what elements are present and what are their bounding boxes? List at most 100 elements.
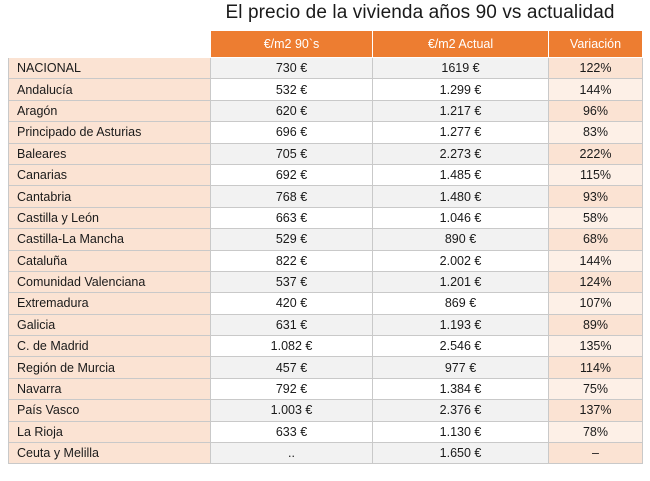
- price-90s-cell: 631 €: [210, 313, 373, 337]
- table-row: Extremadura 420 €869 €107%: [8, 292, 643, 315]
- region-cell: La Rioja: [8, 420, 211, 444]
- price-90s-cell: ..: [210, 442, 373, 465]
- price-90s-cell: 620 €: [210, 99, 373, 123]
- header-price-90s: €/m2 90`s: [210, 30, 373, 58]
- price-90s-cell: 792 €: [210, 377, 373, 401]
- price-now-cell: 1.480 €: [372, 185, 549, 208]
- variation-cell: 83%: [548, 121, 643, 144]
- region-cell: Ceuta y Melilla: [8, 442, 211, 465]
- variation-cell: 144%: [548, 78, 643, 101]
- table-row: Cataluña 822 €2.002 €144%: [8, 249, 643, 272]
- price-now-cell: 1.046 €: [372, 206, 549, 230]
- header-price-now: €/m2 Actual: [372, 30, 549, 58]
- price-now-cell: 1.201 €: [372, 270, 549, 294]
- price-90s-cell: 822 €: [210, 249, 373, 272]
- price-now-cell: 1.217 €: [372, 99, 549, 123]
- region-cell: Canarias: [8, 163, 211, 187]
- price-90s-cell: 705 €: [210, 142, 373, 165]
- variation-cell: 124%: [548, 270, 643, 294]
- price-now-cell: 1.384 €: [372, 377, 549, 401]
- price-90s-cell: 663 €: [210, 206, 373, 230]
- variation-cell: 75%: [548, 377, 643, 401]
- price-90s-cell: 768 €: [210, 185, 373, 208]
- region-cell: Extremadura: [8, 292, 211, 315]
- header-blank-cell: [8, 30, 211, 58]
- price-now-cell: 1.277 €: [372, 121, 549, 144]
- price-now-cell: 2.376 €: [372, 399, 549, 422]
- variation-cell: 78%: [548, 420, 643, 444]
- region-cell: Cataluña: [8, 249, 211, 272]
- variation-cell: 96%: [548, 99, 643, 123]
- region-cell: Principado de Asturias: [8, 121, 211, 144]
- price-now-cell: 1.485 €: [372, 163, 549, 187]
- price-90s-cell: 692 €: [210, 163, 373, 187]
- region-cell: C. de Madrid: [8, 335, 211, 358]
- variation-cell: 135%: [548, 335, 643, 358]
- table-title: El precio de la vivienda años 90 vs actu…: [225, 2, 615, 23]
- price-now-cell: 2.002 €: [372, 249, 549, 272]
- table-row: Cantabria 768 €1.480 €93%: [8, 185, 643, 208]
- header-row: €/m2 90`s €/m2 Actual Variación: [8, 30, 643, 58]
- price-table: €/m2 90`s €/m2 Actual Variación NACIONAL…: [8, 30, 643, 465]
- region-cell: Galicia: [8, 313, 211, 337]
- price-now-cell: 890 €: [372, 228, 549, 251]
- price-now-cell: 1.193 €: [372, 313, 549, 337]
- region-cell: Baleares: [8, 142, 211, 165]
- price-90s-cell: 696 €: [210, 121, 373, 144]
- variation-cell: 222%: [548, 142, 643, 165]
- price-now-cell: 2.273 €: [372, 142, 549, 165]
- variation-cell: 89%: [548, 313, 643, 337]
- table-row: La Rioja 633 €1.130 €78%: [8, 420, 643, 444]
- price-90s-cell: 420 €: [210, 292, 373, 315]
- variation-cell: 58%: [548, 206, 643, 230]
- region-cell: Navarra: [8, 377, 211, 401]
- price-90s-cell: 1.003 €: [210, 399, 373, 422]
- price-90s-cell: 457 €: [210, 356, 373, 379]
- price-now-cell: 977 €: [372, 356, 549, 379]
- region-cell: Andalucía: [8, 78, 211, 101]
- region-cell: Castilla y León: [8, 206, 211, 230]
- table-row: Baleares 705 €2.273 €222%: [8, 142, 643, 165]
- price-90s-cell: 532 €: [210, 78, 373, 101]
- region-cell: NACIONAL: [8, 56, 211, 80]
- region-cell: País Vasco: [8, 399, 211, 422]
- variation-cell: 68%: [548, 228, 643, 251]
- price-now-cell: 869 €: [372, 292, 549, 315]
- table-row: Comunidad Valenciana 537 €1.201 €124%: [8, 270, 643, 294]
- region-cell: Región de Murcia: [8, 356, 211, 379]
- variation-cell: 114%: [548, 356, 643, 379]
- price-now-cell: 2.546 €: [372, 335, 549, 358]
- price-now-cell: 1.299 €: [372, 78, 549, 101]
- region-cell: Comunidad Valenciana: [8, 270, 211, 294]
- region-cell: Aragón: [8, 99, 211, 123]
- region-cell: Cantabria: [8, 185, 211, 208]
- table-row: Ceuta y Melilla.. 1.650 € –: [8, 442, 643, 465]
- variation-cell: 115%: [548, 163, 643, 187]
- variation-cell: –: [548, 442, 643, 465]
- price-90s-cell: 537 €: [210, 270, 373, 294]
- table-row: C. de Madrid 1.082 €2.546 €135%: [8, 335, 643, 358]
- table-row: NACIONAL 730 €1619 €122%: [8, 56, 643, 80]
- price-now-cell: 1.650 €: [372, 442, 549, 465]
- table-row: Canarias 692 €1.485 €115%: [8, 163, 643, 187]
- price-now-cell: 1.130 €: [372, 420, 549, 444]
- price-90s-cell: 730 €: [210, 56, 373, 80]
- variation-cell: 107%: [548, 292, 643, 315]
- price-90s-cell: 529 €: [210, 228, 373, 251]
- table-row: País Vasco 1.003 €2.376 €137%: [8, 399, 643, 422]
- table-row: Navarra 792 €1.384 €75%: [8, 377, 643, 401]
- table-row: Andalucía 532 €1.299 €144%: [8, 78, 643, 101]
- variation-cell: 93%: [548, 185, 643, 208]
- table-row: Región de Murcia 457 €977 €114%: [8, 356, 643, 379]
- variation-cell: 122%: [548, 56, 643, 80]
- table-row: Galicia 631 €1.193 €89%: [8, 313, 643, 337]
- table-row: Castilla y León 663 €1.046 €58%: [8, 206, 643, 230]
- table-row: Aragón 620 €1.217 €96%: [8, 99, 643, 123]
- price-90s-cell: 633 €: [210, 420, 373, 444]
- price-90s-cell: 1.082 €: [210, 335, 373, 358]
- table-body: NACIONAL 730 €1619 €122% Andalucía 532 €1.2…: [8, 56, 643, 465]
- table-row: Castilla-La Mancha 529 €890 €68%: [8, 228, 643, 251]
- price-now-cell: 1619 €: [372, 56, 549, 80]
- header-variation: Variación: [548, 30, 643, 58]
